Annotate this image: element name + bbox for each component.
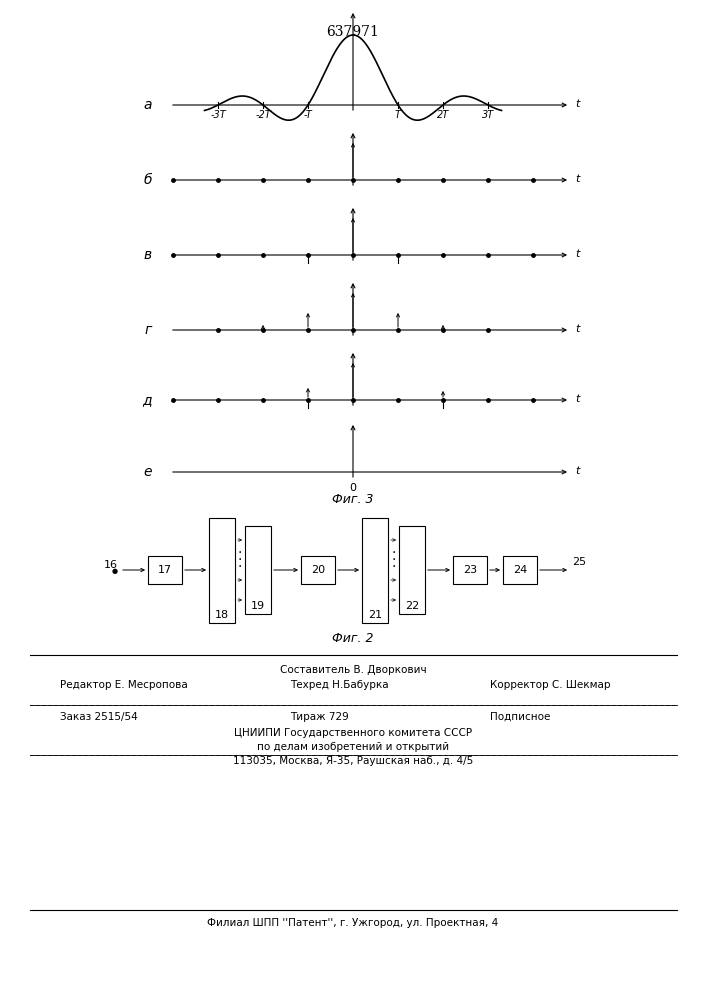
Text: -T: -T	[303, 110, 312, 120]
Text: 19: 19	[251, 601, 265, 611]
Text: в: в	[144, 248, 152, 262]
Text: д: д	[142, 393, 152, 407]
Text: 16: 16	[104, 560, 118, 570]
Text: Тираж 729: Тираж 729	[290, 712, 349, 722]
Text: ●: ●	[112, 568, 118, 574]
Text: 18: 18	[215, 609, 229, 619]
Text: 3T: 3T	[482, 110, 494, 120]
Text: ·: ·	[238, 546, 243, 560]
Text: t: t	[575, 249, 579, 259]
Bar	[399, 526, 425, 614]
Text: t: t	[575, 99, 579, 109]
Text: а: а	[144, 98, 152, 112]
Text: t: t	[575, 466, 579, 476]
Text: по делам изобретений и открытий: по делам изобретений и открытий	[257, 742, 449, 752]
Text: е: е	[144, 465, 152, 479]
Text: б: б	[144, 173, 152, 187]
Text: 637971: 637971	[327, 25, 380, 39]
Bar	[301, 556, 335, 584]
Bar	[453, 556, 487, 584]
Text: t: t	[575, 174, 579, 184]
Text: ЦНИИПИ Государственного комитета СССР: ЦНИИПИ Государственного комитета СССР	[234, 728, 472, 738]
Text: ·: ·	[238, 553, 243, 567]
Text: 0: 0	[349, 483, 356, 493]
Text: г: г	[145, 323, 152, 337]
Bar	[362, 518, 388, 622]
Bar	[148, 556, 182, 584]
Text: 113035, Москва, Я-35, Раушская наб., д. 4/5: 113035, Москва, Я-35, Раушская наб., д. …	[233, 756, 473, 766]
Text: t: t	[575, 394, 579, 404]
Text: Фиг. 2: Фиг. 2	[332, 632, 374, 645]
Text: 23: 23	[463, 565, 477, 575]
Text: Техред Н.Бабурка: Техред Н.Бабурка	[290, 680, 389, 690]
Text: ·: ·	[391, 560, 396, 574]
Text: Фиг. 3: Фиг. 3	[332, 493, 374, 506]
Text: 20: 20	[311, 565, 325, 575]
Text: Заказ 2515/54: Заказ 2515/54	[60, 712, 138, 722]
Bar	[503, 556, 537, 584]
Text: Филиал ШПП ''Патент'', г. Ужгород, ул. Проектная, 4: Филиал ШПП ''Патент'', г. Ужгород, ул. П…	[207, 918, 498, 928]
Text: 22: 22	[405, 601, 419, 611]
Text: ·: ·	[238, 560, 243, 574]
Text: -2T: -2T	[255, 110, 271, 120]
Text: ·: ·	[391, 546, 396, 560]
Text: 25: 25	[572, 557, 586, 567]
Bar	[245, 526, 271, 614]
Text: 21: 21	[368, 609, 382, 619]
Text: Редактор Е. Месропова: Редактор Е. Месропова	[60, 680, 188, 690]
Text: 24: 24	[513, 565, 527, 575]
Text: t: t	[575, 324, 579, 334]
Text: ·: ·	[391, 553, 396, 567]
Text: 17: 17	[158, 565, 172, 575]
Bar	[209, 518, 235, 622]
Text: 2T: 2T	[437, 110, 449, 120]
Text: -3T: -3T	[210, 110, 226, 120]
Text: T: T	[395, 110, 401, 120]
Text: Подписное: Подписное	[490, 712, 550, 722]
Text: Корректор С. Шекмар: Корректор С. Шекмар	[490, 680, 611, 690]
Text: Составитель В. Дворкович: Составитель В. Дворкович	[280, 665, 426, 675]
